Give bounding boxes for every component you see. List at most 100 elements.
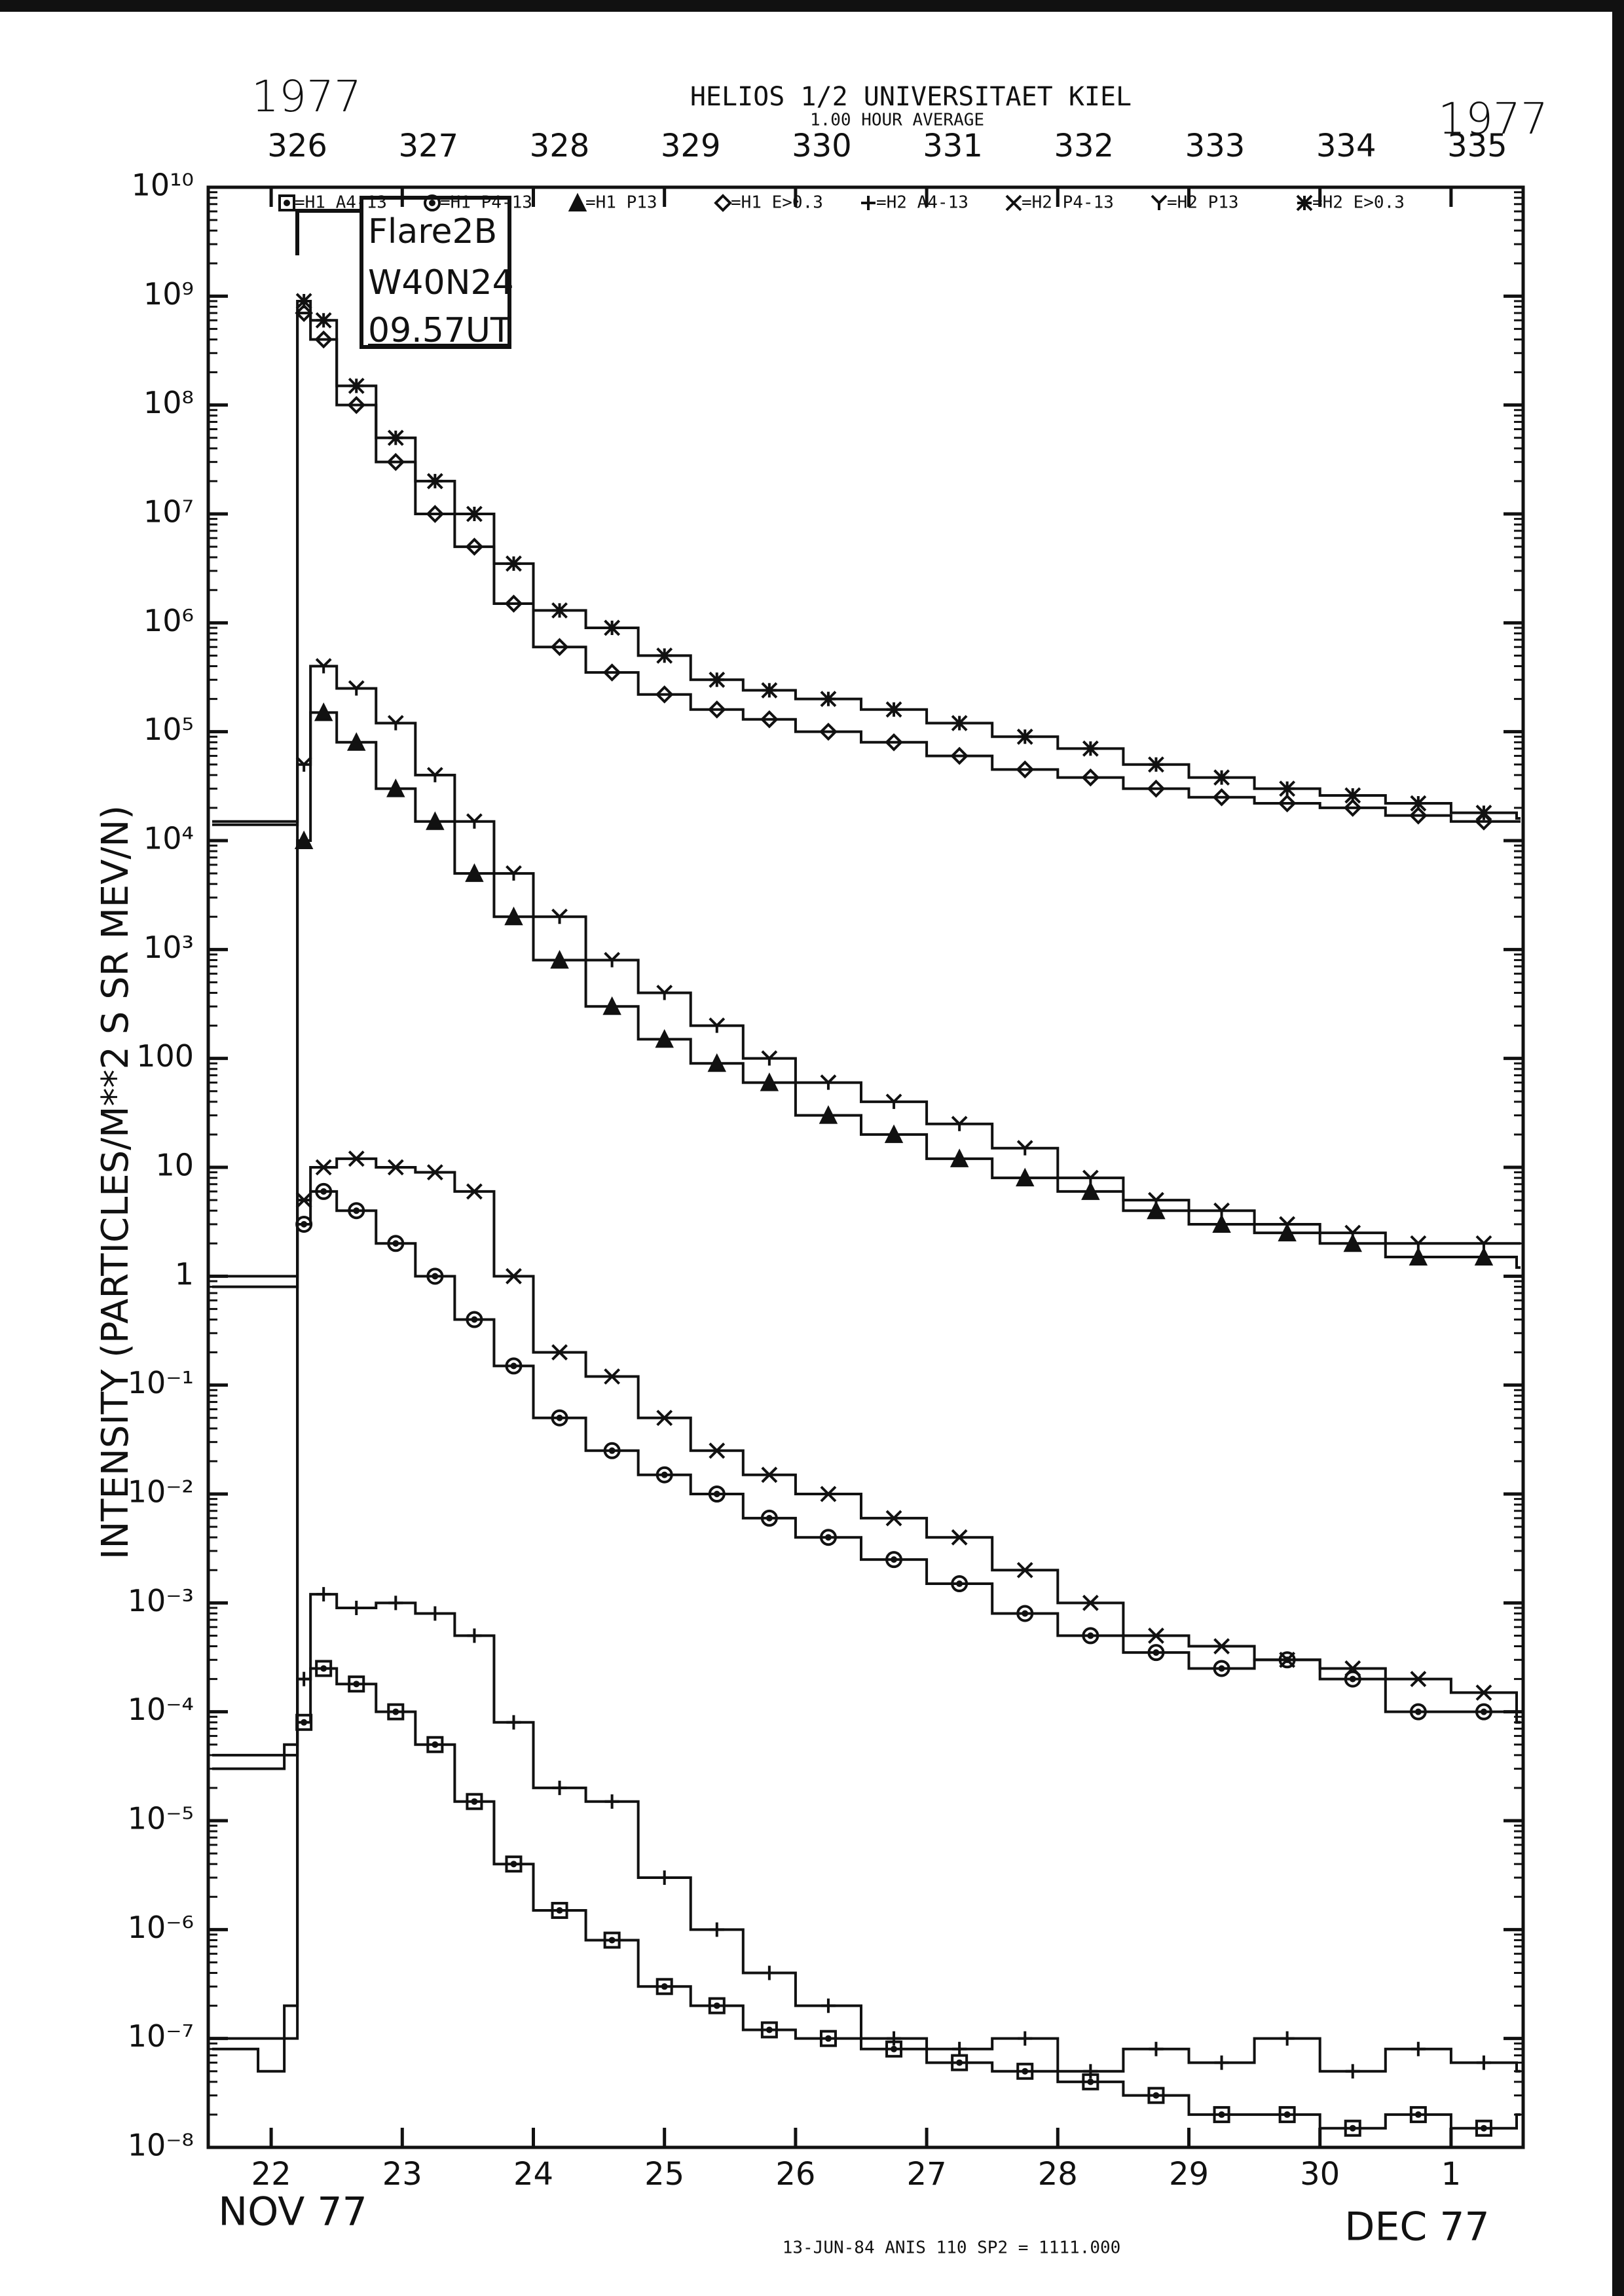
data-point-part [1343,799,1362,817]
data-point-part [766,1514,773,1522]
data-point-part [1279,1216,1296,1231]
data-point-part [956,1580,963,1588]
data-point [887,2031,902,2046]
data-point [1148,1627,1164,1644]
legend-marker-part [714,194,732,212]
data-point [760,1509,778,1527]
data-point-part [707,700,726,719]
data-point-part [426,1736,444,1753]
data-point-part [1016,728,1033,745]
chart-subtitle: 1.00 HOUR AVERAGE [810,111,984,130]
data-point [951,1116,968,1131]
x2-tick-label: 327 [398,128,458,164]
data-point [315,658,332,674]
data-point [314,702,333,721]
data-point-part [1475,805,1492,821]
legend-marker-part [861,196,876,210]
data-point-part [1214,2055,1229,2070]
data-point-part [657,1870,672,1885]
data-point-part [387,715,404,731]
y-tick-label: 10⁻⁶ [128,1910,194,1945]
data-point [295,1192,312,1209]
data-point [951,1529,968,1546]
data-point-part [506,555,522,572]
data-point [1016,1561,1033,1578]
data-point-part [656,1410,673,1427]
data-point-part [295,293,312,310]
data-point-part [1283,2111,1291,2118]
data-point [550,949,569,969]
data-point [316,1587,331,1602]
data-point-part [426,1164,443,1181]
data-point [1475,805,1492,821]
data-point [1475,1703,1492,1721]
x-tick-label: 30 [1300,2156,1340,2193]
data-point [505,1357,523,1375]
data-point-part [1149,2041,1164,2056]
data-point-part [556,1414,563,1421]
data-point [950,746,969,765]
data-point-part [556,1907,563,1914]
data-point [1410,795,1427,812]
data-point-part [466,505,483,522]
data-point-part [387,1235,405,1252]
data-point-part [1475,1703,1492,1721]
data-point-part [1409,1703,1427,1721]
data-point-part [1344,1224,1361,1241]
data-point [294,830,314,849]
data-point-part [353,1681,360,1688]
data-point-part [608,1447,616,1454]
data-point-part [766,2026,773,2033]
data-point [1214,2055,1229,2070]
data-point-part [708,1997,726,2014]
data-point-part [1344,2119,1361,2137]
data-point [819,722,838,741]
x2-tick-label: 328 [530,128,590,164]
data-point [550,638,569,657]
data-point [604,619,621,636]
legend-marker [1151,194,1168,210]
data-point [426,1267,444,1285]
y-tick-label: 10⁻⁵ [128,1801,194,1836]
data-point-part [1153,2092,1160,2099]
data-point [1344,2119,1361,2137]
data-point [466,1793,483,1810]
data-point-part [1409,2105,1427,2123]
legend-marker-part [568,192,587,211]
data-point [604,1794,619,1809]
series-line [212,1593,1521,2073]
data-point [348,377,365,394]
legend-marker-part [284,200,290,206]
x-tick-label: 29 [1169,2156,1209,2193]
data-point [465,538,484,556]
data-point-part [315,1182,333,1200]
data-point-part [315,1159,332,1176]
legend-marker [1005,194,1022,211]
data-point-part [432,1741,439,1748]
x2-tick-label: 326 [267,128,327,164]
data-point [295,304,313,322]
data-point [1411,2041,1426,2056]
data-point-part [761,682,778,699]
data-point-part [386,778,405,797]
data-point [709,1017,726,1033]
data-point-part [314,702,333,721]
data-point-part [1345,2064,1360,2079]
data-point [709,671,726,688]
data-point-part [1475,1684,1492,1701]
data-point-part [713,2002,720,2009]
data-point [348,680,365,696]
x2-tick-label: 333 [1185,128,1246,164]
data-point-part [661,1983,668,1990]
legend-label: =H2 A4-13 [876,193,969,213]
data-point-part [506,1267,522,1285]
data-point-part [348,1675,365,1693]
legend-label: =H1 P13 [585,193,657,213]
data-point [1410,1235,1427,1251]
data-point-part [506,1715,521,1730]
data-point-part [760,1072,779,1091]
data-point-part [1018,2031,1033,2046]
data-point [819,1529,837,1546]
data-point-part [1218,1665,1225,1672]
data-point [426,505,445,523]
